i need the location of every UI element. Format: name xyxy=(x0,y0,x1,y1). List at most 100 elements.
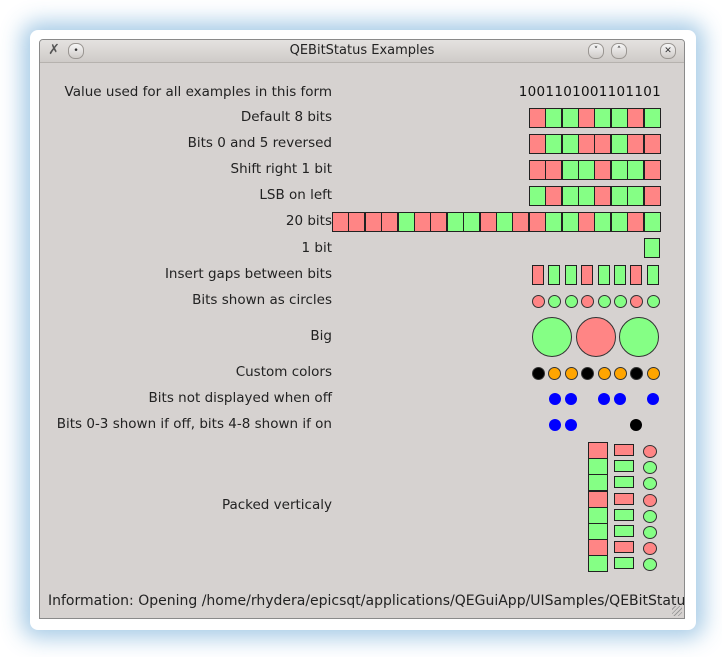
packed-rect xyxy=(614,541,634,553)
packed-rect xyxy=(614,476,634,488)
packed-square xyxy=(588,474,608,491)
blue-dot xyxy=(549,419,561,431)
default8-bit xyxy=(578,108,595,128)
bits20-bit xyxy=(644,212,661,232)
lsb-bit xyxy=(578,186,595,206)
packed-circle xyxy=(643,510,657,523)
default8-bit xyxy=(545,108,562,128)
circle-bit xyxy=(647,295,660,308)
bits20-bit xyxy=(348,212,365,232)
bits20-bit xyxy=(512,212,529,232)
bits20-bit xyxy=(414,212,431,232)
packed-rect xyxy=(614,460,634,472)
blue-dot xyxy=(598,393,610,405)
gaps-bit xyxy=(614,265,626,285)
packed-square xyxy=(588,507,608,524)
status-message: Information: Opening /home/rhydera/epics… xyxy=(48,593,685,609)
custom-bit xyxy=(548,367,561,380)
shift-bit xyxy=(594,160,611,180)
default8-bit xyxy=(644,108,661,128)
bits20-bit xyxy=(611,212,628,232)
label-not-displayed: Bits not displayed when off xyxy=(149,390,332,406)
shift-bit xyxy=(562,160,579,180)
packed-rect xyxy=(614,525,634,537)
label-lsb: LSB on left xyxy=(259,187,332,203)
packed-square xyxy=(588,491,608,508)
label-big: Big xyxy=(310,328,332,344)
gaps-bit xyxy=(647,265,659,285)
default8-bit xyxy=(562,108,579,128)
resize-grip[interactable] xyxy=(672,606,682,616)
gaps-bit xyxy=(598,265,610,285)
reversed-bit xyxy=(644,134,661,154)
label-reversed: Bits 0 and 5 reversed xyxy=(188,135,332,151)
reversed-bit xyxy=(562,134,579,154)
packed-square xyxy=(588,442,608,459)
gaps-bit xyxy=(630,265,642,285)
title-bar[interactable]: ✗ • QEBitStatus Examples ˅ ˄ ✕ xyxy=(40,40,684,63)
gaps-bit xyxy=(581,265,593,285)
label-custom: Custom colors xyxy=(236,364,332,380)
bits20-bit xyxy=(529,212,546,232)
blue-dot xyxy=(647,393,659,405)
close-icon: ✕ xyxy=(664,46,672,56)
label-circles: Bits shown as circles xyxy=(192,292,332,308)
maximize-button[interactable]: ˄ xyxy=(611,43,627,59)
bits20-bit xyxy=(627,212,644,232)
blue-dot xyxy=(565,419,577,431)
circle-bit xyxy=(630,295,643,308)
label-mixed: Bits 0-3 shown if off, bits 4-8 shown if… xyxy=(57,416,332,432)
reversed-bit xyxy=(578,134,595,154)
bits20-bit xyxy=(480,212,497,232)
packed-circle xyxy=(643,477,657,490)
bits20-bit xyxy=(365,212,382,232)
label-20bits: 20 bits xyxy=(286,213,332,229)
label-value: Value used for all examples in this form xyxy=(65,84,332,100)
lsb-bit xyxy=(611,186,628,206)
default8-bit xyxy=(529,108,546,128)
reversed-bit xyxy=(627,134,644,154)
custom-bit xyxy=(630,367,643,380)
packed-circle xyxy=(643,494,657,507)
circle-bit xyxy=(598,295,611,308)
bits20-bit xyxy=(463,212,480,232)
label-shift: Shift right 1 bit xyxy=(231,161,332,177)
gaps-bit xyxy=(532,265,544,285)
label-1bit: 1 bit xyxy=(302,240,333,256)
close-button[interactable]: ✕ xyxy=(660,43,676,59)
shift-bit xyxy=(578,160,595,180)
packed-rect xyxy=(614,493,634,505)
bits20-bit xyxy=(381,212,398,232)
big-bit xyxy=(576,317,616,357)
bits20-bit xyxy=(430,212,447,232)
big-bit xyxy=(532,317,572,357)
lsb-bit xyxy=(545,186,562,206)
packed-square xyxy=(588,539,608,556)
reversed-bit xyxy=(545,134,562,154)
bits20-bit xyxy=(447,212,464,232)
reversed-bit xyxy=(529,134,546,154)
reversed-bit xyxy=(611,134,628,154)
shift-bit xyxy=(644,160,661,180)
packed-rect xyxy=(614,509,634,521)
custom-bit xyxy=(647,367,660,380)
chevron-up-icon: ˄ xyxy=(617,46,622,56)
gaps-bit xyxy=(565,265,577,285)
minimize-button[interactable]: ˅ xyxy=(588,43,604,59)
label-default8: Default 8 bits xyxy=(241,109,332,125)
bits20-bit xyxy=(578,212,595,232)
packed-square xyxy=(588,523,608,540)
custom-bit xyxy=(565,367,578,380)
circle-bit xyxy=(614,295,627,308)
chevron-down-icon: ˅ xyxy=(594,46,599,56)
bits20-bit xyxy=(496,212,513,232)
custom-bit xyxy=(581,367,594,380)
packed-circle xyxy=(643,526,657,539)
circle-bit xyxy=(532,295,545,308)
shift-bit xyxy=(627,160,644,180)
lsb-bit xyxy=(644,186,661,206)
value-text: 1001101001101101 xyxy=(519,84,661,100)
bits20-bit xyxy=(594,212,611,232)
shift-bit xyxy=(529,160,546,180)
lsb-bit xyxy=(529,186,546,206)
